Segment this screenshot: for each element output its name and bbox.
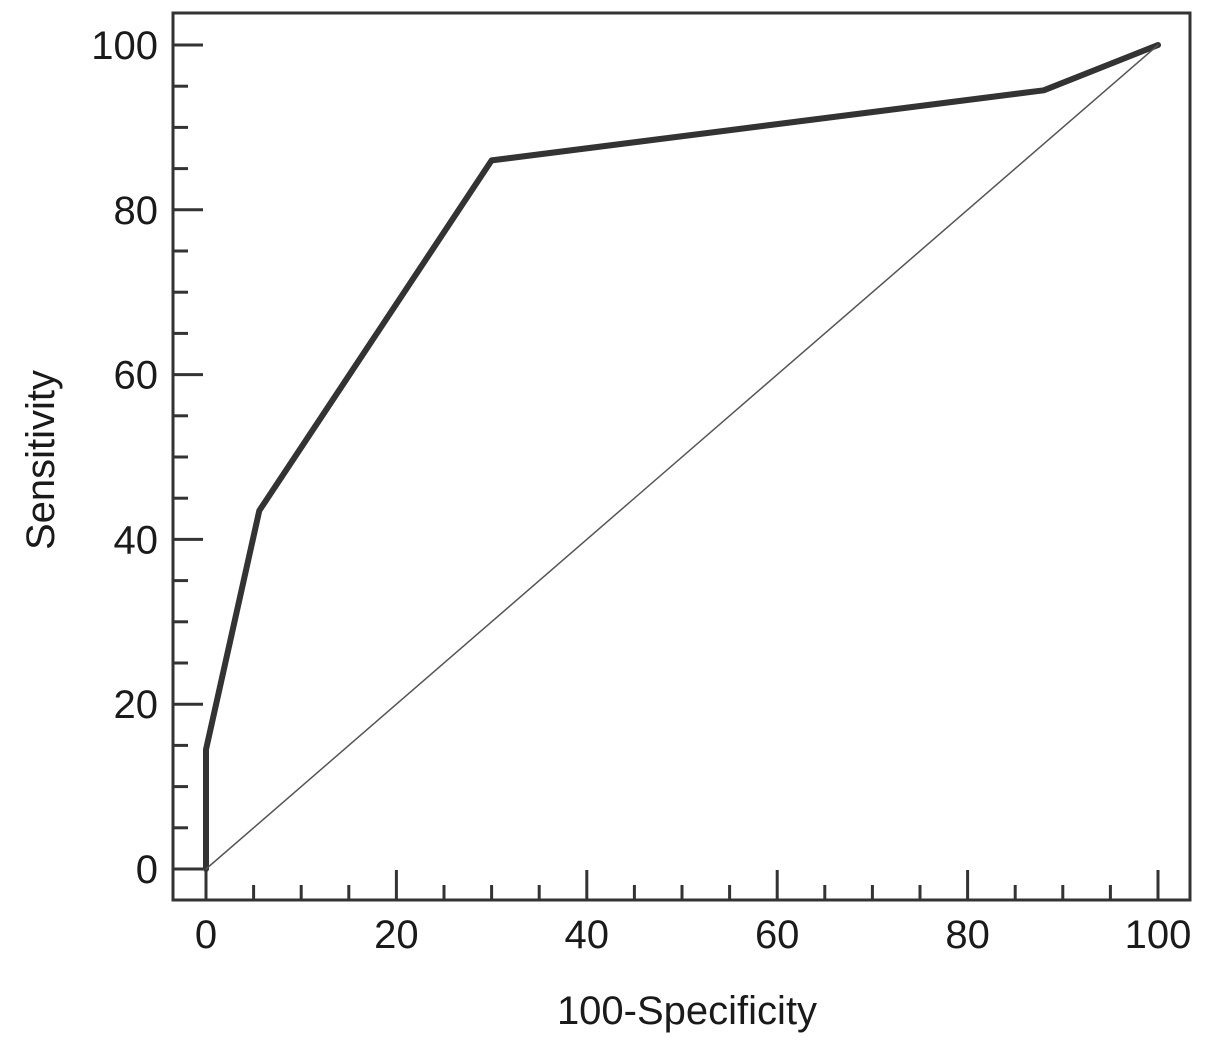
x-tick-label: 60 [755,913,800,957]
roc-curve-line [203,42,1161,872]
y-tick-label: 20 [114,683,159,727]
tick-marks [173,43,1160,900]
tick-labels: 0 20 40 60 80 100 0 20 40 60 80 100 [91,24,1191,957]
y-tick-label: 80 [114,189,159,233]
x-tick-label: 20 [374,913,419,957]
x-tick-label: 100 [1125,913,1192,957]
y-tick-label: 100 [91,24,158,68]
series-group [203,42,1161,872]
y-axis-title: Sensitivity [19,370,63,550]
x-axis-title: 100-Specificity [557,989,817,1033]
x-tick-label: 40 [565,913,610,957]
x-tick-label: 80 [945,913,990,957]
reference-diagonal-line [205,44,1159,870]
y-tick-label: 40 [114,518,159,562]
y-tick-label: 60 [114,354,159,398]
x-tick-label: 0 [195,913,217,957]
y-tick-label: 0 [136,848,158,892]
